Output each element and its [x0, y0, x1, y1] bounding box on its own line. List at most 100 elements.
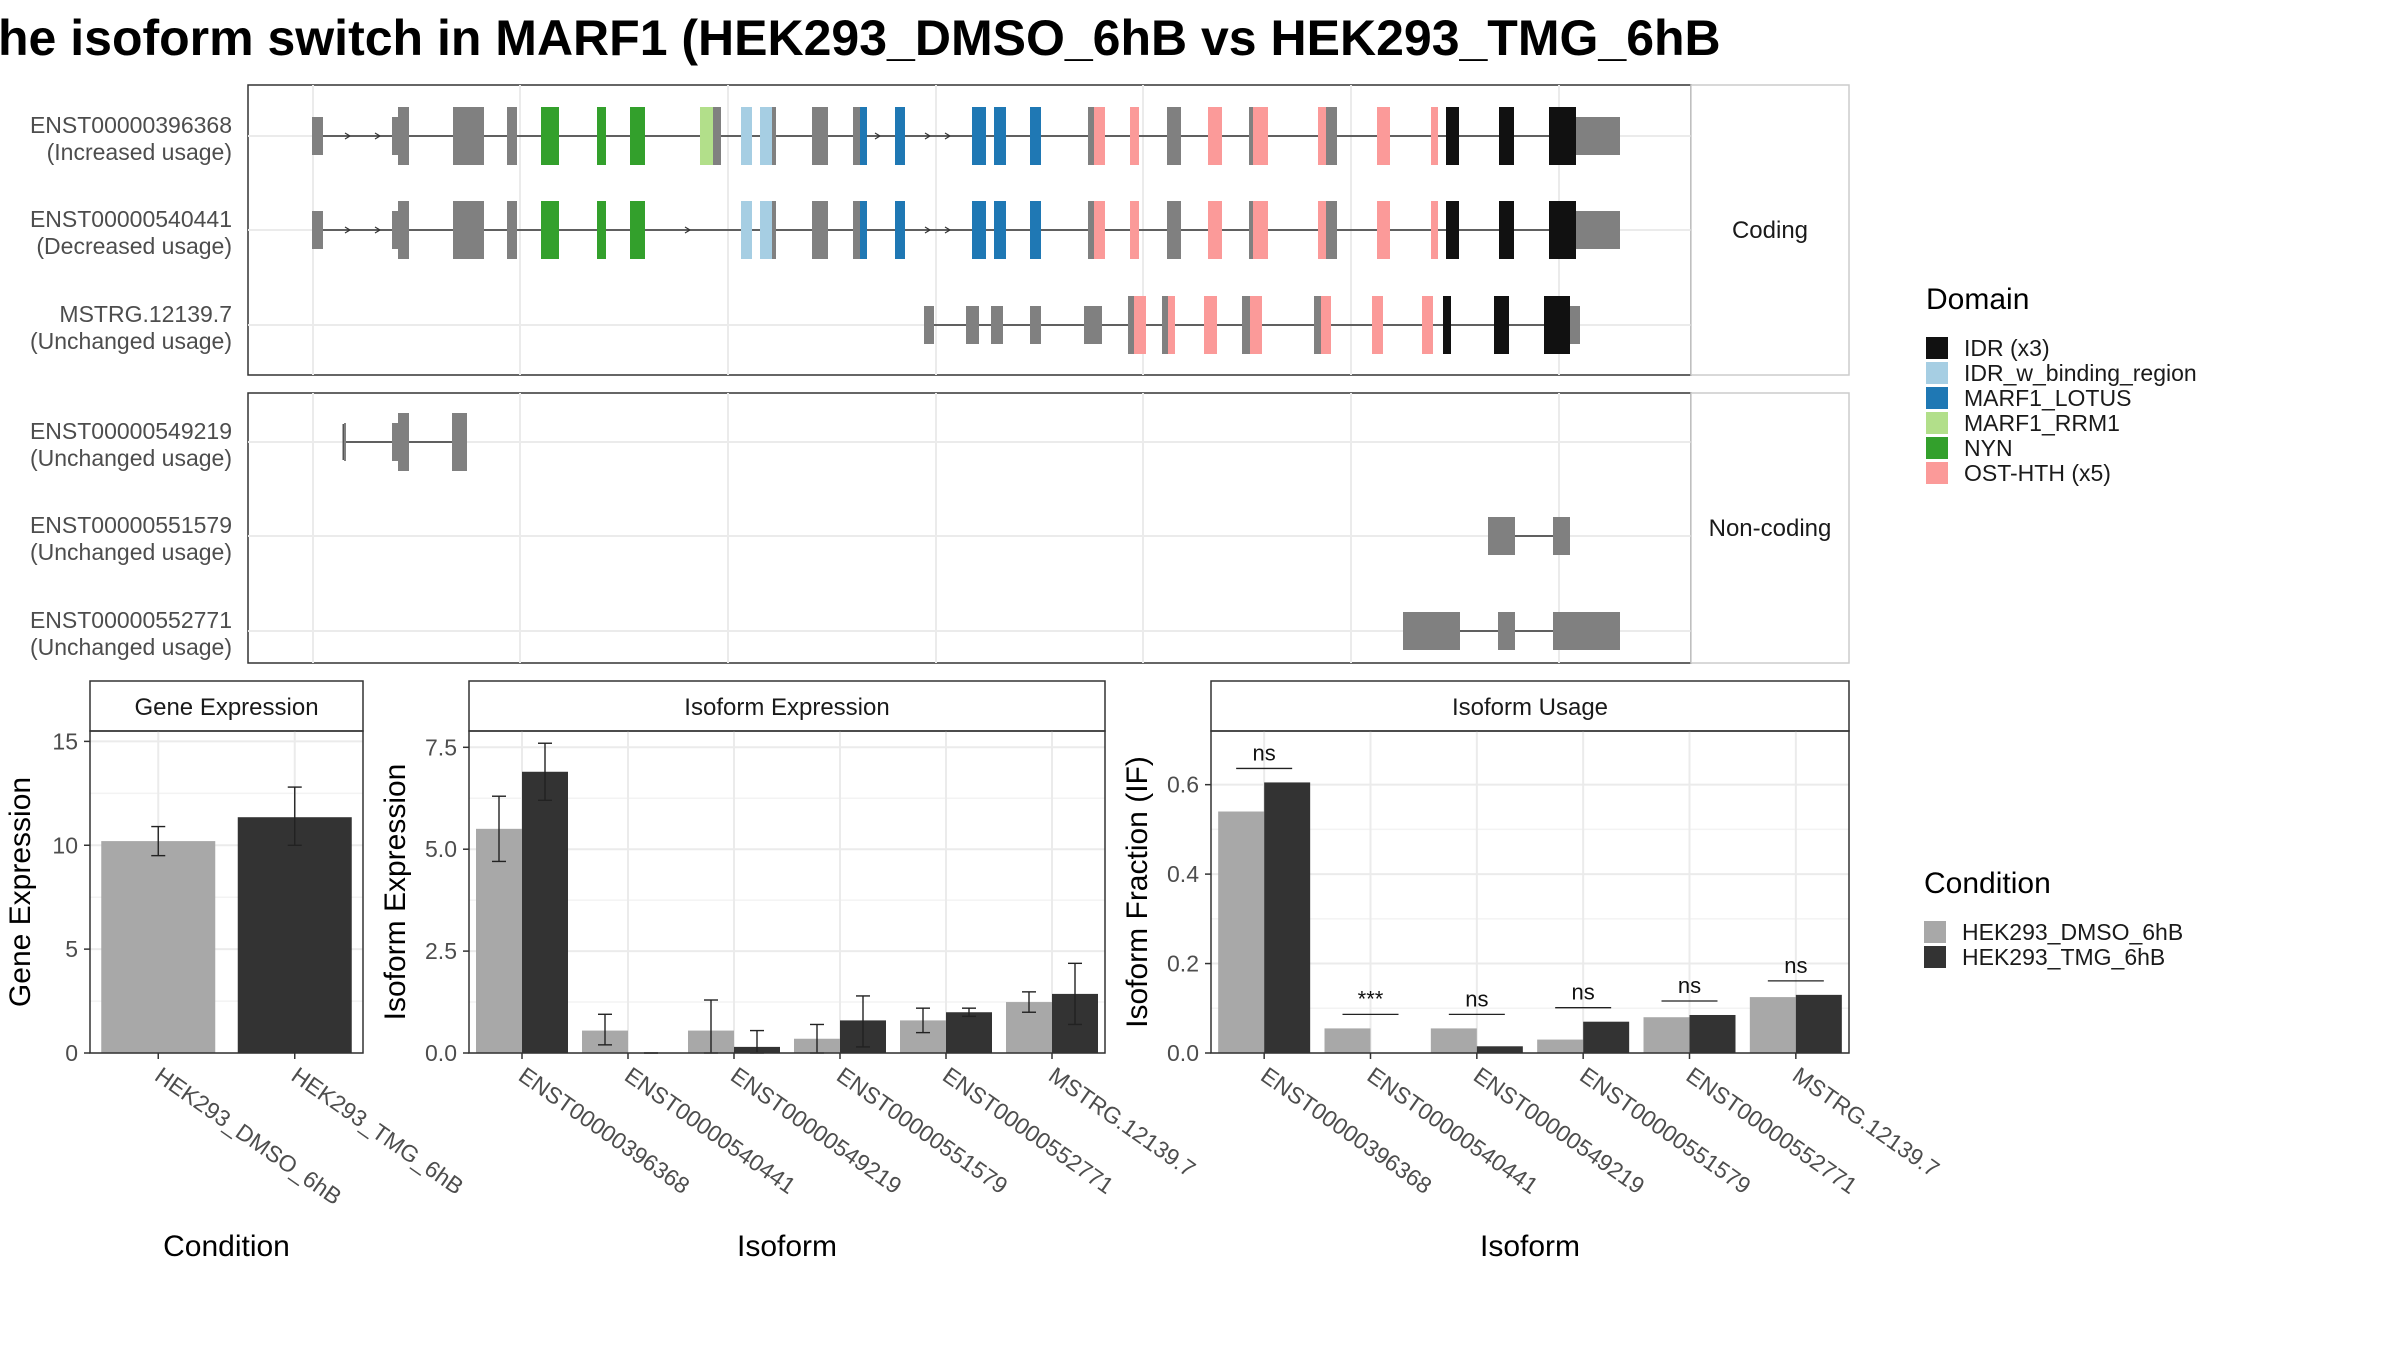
- exon-block: [700, 107, 713, 165]
- legend-key-swatch: [1924, 946, 1946, 968]
- bar: [101, 841, 216, 1053]
- exon-block: [1088, 201, 1094, 259]
- exon-block: [1494, 296, 1509, 354]
- x-tick-label: ENST00000551579: [832, 1062, 1012, 1199]
- strand-arrow: [944, 226, 952, 234]
- significance-label: ns: [1253, 740, 1276, 765]
- exon-block: [1208, 107, 1222, 165]
- legend-key-label: OST-HTH (x5): [1964, 460, 2111, 486]
- bar: [1689, 1014, 1736, 1053]
- legend-key-swatch: [1926, 337, 1948, 359]
- panel-border: [89, 730, 364, 1054]
- exon-block: [1560, 201, 1576, 259]
- exon-block: [924, 306, 934, 344]
- exon-block: [1326, 107, 1337, 165]
- y-axis-title: Isoform Fraction (IF): [1121, 756, 1154, 1028]
- isoform-name-label: ENST00000552771: [30, 607, 232, 633]
- legend-key-label: MARF1_RRM1: [1964, 410, 2120, 436]
- exon-block: [966, 306, 979, 344]
- y-tick-label: 7.5: [425, 734, 457, 760]
- y-tick-label: 0.4: [1167, 861, 1199, 887]
- exon-block: [1549, 107, 1560, 165]
- exon-block: [991, 306, 1003, 344]
- exon-block: [1204, 296, 1217, 354]
- legend-title: Domain: [1926, 283, 2029, 316]
- y-tick-label: 2.5: [425, 938, 457, 964]
- exon-block: [1560, 107, 1576, 165]
- bar: [1476, 1046, 1523, 1053]
- y-axis-title: Isoform Expression: [379, 764, 412, 1021]
- exon-block: [1084, 306, 1102, 344]
- isoform-usage-label: (Unchanged usage): [30, 328, 232, 354]
- exon-block: [312, 117, 323, 155]
- exon-block: [994, 201, 1006, 259]
- bar: [946, 1012, 992, 1053]
- panel-border: [1210, 730, 1850, 1054]
- exon-block: [1403, 612, 1460, 650]
- exon-block: [760, 107, 772, 165]
- x-tick-label: ENST00000552771: [1682, 1062, 1862, 1199]
- bar: [1537, 1039, 1584, 1053]
- exon-block: [853, 107, 860, 165]
- panel-border: [468, 730, 1106, 1054]
- significance-label: ns: [1678, 973, 1701, 998]
- exon-block: [1576, 211, 1620, 249]
- isoform-name-label: MSTRG.12139.7: [59, 301, 232, 327]
- legend-key-swatch: [1926, 387, 1948, 409]
- exon-block: [895, 201, 905, 259]
- exon-block: [1422, 296, 1433, 354]
- exon-block: [1498, 612, 1515, 650]
- legend-key-label: MARF1_LOTUS: [1964, 385, 2131, 411]
- exon-block: [760, 201, 772, 259]
- facet-strip-label: Coding: [1732, 217, 1808, 244]
- exon-block: [772, 201, 776, 259]
- exon-block: [630, 201, 645, 259]
- isoform-name-label: ENST00000551579: [30, 512, 232, 538]
- x-tick-label: ENST00000551579: [1575, 1062, 1755, 1199]
- exon-block: [1168, 296, 1175, 354]
- facet-strip-label: Isoform Expression: [684, 694, 889, 721]
- exon-block: [1576, 117, 1620, 155]
- facet-strip: [1690, 392, 1850, 664]
- y-tick-label: 0.0: [425, 1040, 457, 1066]
- exon-block: [1321, 296, 1331, 354]
- exon-block: [1488, 517, 1515, 555]
- exon-block: [1431, 201, 1438, 259]
- strand-arrow: [684, 226, 692, 234]
- exon-block: [1030, 107, 1041, 165]
- x-tick-label: ENST00000540441: [1363, 1062, 1543, 1199]
- exon-block: [1314, 296, 1321, 354]
- significance-label: ***: [1358, 986, 1384, 1011]
- coding-panel: Coding ENST00000396368(Increased usage) EN…: [30, 84, 1850, 376]
- exon-block: [452, 413, 467, 471]
- exon-block: [1377, 107, 1390, 165]
- strand-arrow: [944, 132, 952, 140]
- facet-strip-label: Isoform Usage: [1452, 694, 1608, 721]
- strand-arrow: [374, 226, 382, 234]
- exon-block: [1249, 201, 1253, 259]
- exon-block: [1553, 612, 1620, 650]
- significance-label: ns: [1465, 986, 1488, 1011]
- x-axis-title: Isoform: [737, 1230, 837, 1263]
- exon-block: [1134, 296, 1146, 354]
- bar: [1324, 1028, 1371, 1053]
- exon-block: [1208, 201, 1222, 259]
- exon-block: [972, 107, 986, 165]
- facet-strip-label: Gene Expression: [134, 694, 318, 721]
- x-axis-title: Condition: [163, 1230, 290, 1263]
- y-tick-label: 0: [65, 1040, 78, 1066]
- exon-block: [1088, 107, 1094, 165]
- exon-block: [1128, 296, 1134, 354]
- exon-block: [541, 201, 559, 259]
- exon-block: [1326, 201, 1337, 259]
- exon-block: [392, 211, 398, 249]
- exon-block: [541, 107, 559, 165]
- exon-block: [1549, 201, 1560, 259]
- exon-block: [853, 201, 860, 259]
- exon-block: [1242, 296, 1250, 354]
- exon-block: [597, 107, 606, 165]
- exon-block: [453, 201, 484, 259]
- legend-key-swatch: [1926, 462, 1948, 484]
- exon-block: [392, 117, 398, 155]
